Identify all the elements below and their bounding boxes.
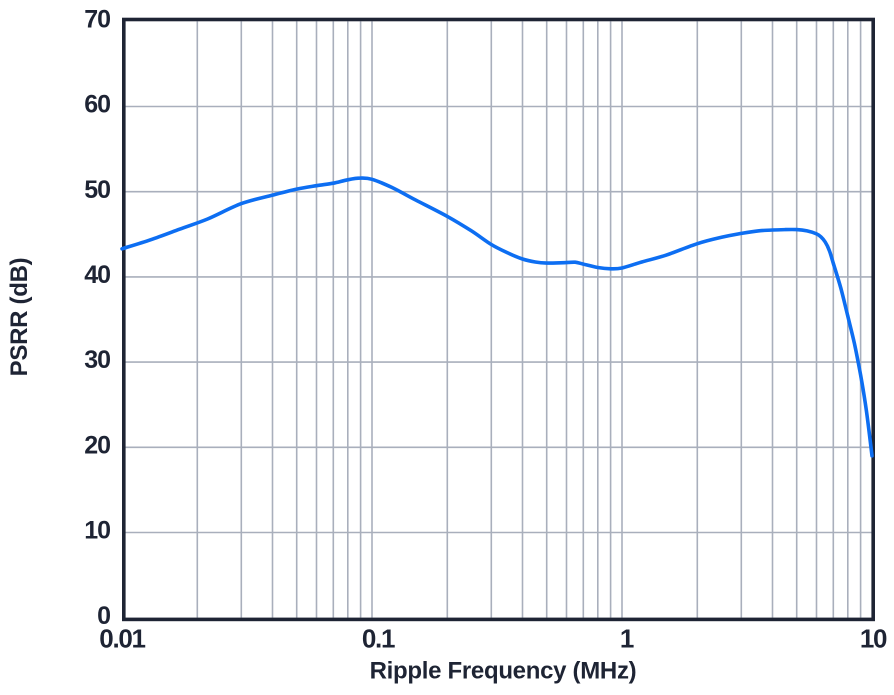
svg-text:70: 70: [84, 5, 110, 33]
svg-text:PSRR (dB): PSRR (dB): [6, 258, 33, 377]
svg-text:Ripple Frequency (MHz): Ripple Frequency (MHz): [370, 658, 637, 685]
svg-text:60: 60: [84, 91, 110, 119]
svg-text:0.01: 0.01: [99, 624, 145, 654]
svg-text:0.1: 0.1: [362, 624, 395, 654]
svg-text:10: 10: [860, 624, 887, 654]
svg-text:10: 10: [84, 517, 110, 545]
svg-text:0: 0: [97, 602, 110, 630]
svg-text:1: 1: [620, 624, 634, 654]
svg-text:50: 50: [84, 176, 110, 204]
svg-text:40: 40: [84, 261, 110, 289]
svg-text:20: 20: [84, 431, 110, 459]
svg-text:30: 30: [84, 346, 110, 374]
